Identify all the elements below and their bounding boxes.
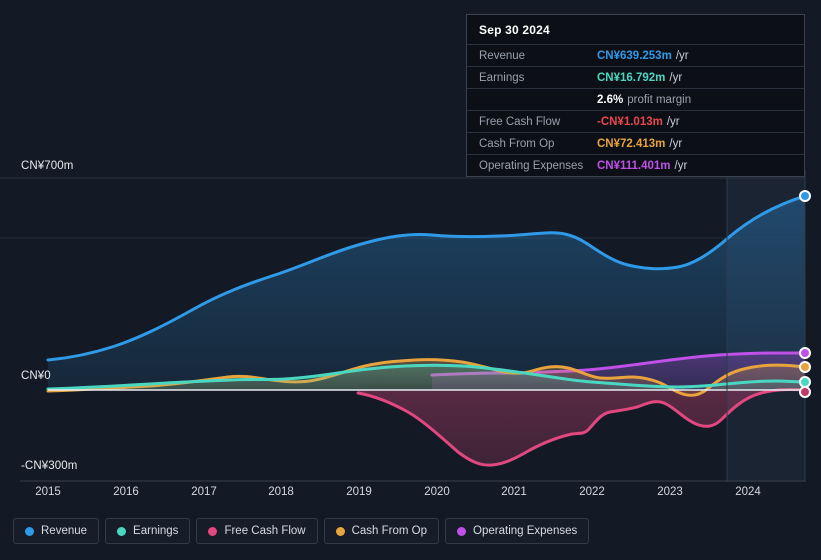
tooltip-unit-cash-from-op: /yr xyxy=(669,137,683,150)
endpoint-marker-cash-from-op[interactable] xyxy=(799,361,811,373)
tooltip-row-profit-margin: 2.6% profit margin xyxy=(467,88,804,110)
tooltip-row-operating-expenses: Operating Expenses CN¥111.401m /yr xyxy=(467,154,804,176)
tooltip-label-cash-from-op: Cash From Op xyxy=(479,137,555,150)
x-axis-label-2022: 2022 xyxy=(579,486,605,498)
tooltip-label-free-cash-flow: Free Cash Flow xyxy=(479,115,561,128)
tooltip-value-free-cash-flow: -CN¥1.013m xyxy=(597,115,663,128)
series-line-revenue xyxy=(46,194,805,362)
tooltip-value-revenue: CN¥639.253m xyxy=(597,49,672,62)
x-axis-label-2023: 2023 xyxy=(657,486,683,498)
tooltip-unit-operating-expenses: /yr xyxy=(674,159,688,172)
tooltip-row-cash-from-op: Cash From Op CN¥72.413m /yr xyxy=(467,132,804,154)
tooltip-unit-earnings: /yr xyxy=(669,71,683,84)
tooltip-date: Sep 30 2024 xyxy=(479,23,550,37)
legend-label-revenue: Revenue xyxy=(41,525,88,537)
tooltip-value-profit-margin: 2.6% xyxy=(597,93,624,106)
legend-label-free-cash-flow: Free Cash Flow xyxy=(224,525,306,537)
endpoint-marker-revenue[interactable] xyxy=(799,190,811,202)
legend-item-revenue[interactable]: Revenue xyxy=(13,518,100,544)
legend-item-cash-from-op[interactable]: Cash From Op xyxy=(323,518,440,544)
endpoint-marker-free-cash-flow[interactable] xyxy=(799,386,811,398)
tooltip-value-cash-from-op: CN¥72.413m xyxy=(597,137,666,150)
series-area-free-cash-flow xyxy=(358,389,805,466)
tooltip-row-earnings: Earnings CN¥16.792m /yr xyxy=(467,66,804,88)
tooltip-value-earnings: CN¥16.792m xyxy=(597,71,666,84)
legend-label-cash-from-op: Cash From Op xyxy=(351,525,428,537)
endpoint-marker-earnings[interactable] xyxy=(799,376,811,388)
tooltip-value-operating-expenses: CN¥111.401m xyxy=(597,159,671,172)
x-axis-label-2015: 2015 xyxy=(35,486,61,498)
legend-item-free-cash-flow[interactable]: Free Cash Flow xyxy=(196,518,318,544)
tooltip-label-profit-margin: profit margin xyxy=(627,93,692,106)
legend-dot-icon-cash-from-op xyxy=(335,526,345,536)
legend-item-operating-expenses[interactable]: Operating Expenses xyxy=(445,518,590,544)
tooltip-row-free-cash-flow: Free Cash Flow -CN¥1.013m /yr xyxy=(467,110,804,132)
x-axis-label-2019: 2019 xyxy=(346,486,372,498)
x-axis-label-2021: 2021 xyxy=(501,486,527,498)
data-tooltip: Sep 30 2024 Revenue CN¥639.253m /yr Earn… xyxy=(466,14,805,177)
tooltip-unit-revenue: /yr xyxy=(675,49,689,62)
series-line-earnings xyxy=(46,363,805,391)
legend-dot-icon-earnings xyxy=(117,526,127,536)
chart-legend: Revenue Earnings Free Cash Flow Cash Fro… xyxy=(13,518,590,544)
legend-dot-icon-revenue xyxy=(25,526,34,536)
x-axis-label-2017: 2017 xyxy=(191,486,217,498)
chart-svg xyxy=(0,170,811,482)
x-axis-label-2020: 2020 xyxy=(424,486,450,498)
series-area-revenue xyxy=(48,196,805,390)
legend-dot-icon-operating-expenses xyxy=(457,526,467,536)
x-axis-label-2024: 2024 xyxy=(735,486,761,498)
legend-dot-icon-free-cash-flow xyxy=(208,526,218,536)
plot-area: CN¥700m CN¥0 -CN¥300m 2015 2016 2017 201… xyxy=(0,160,811,498)
series-line-free-cash-flow xyxy=(356,388,805,467)
tooltip-label-revenue: Revenue xyxy=(479,49,526,62)
x-axis-label-2018: 2018 xyxy=(268,486,294,498)
tooltip-row-revenue: Revenue CN¥639.253m /yr xyxy=(467,44,804,66)
legend-label-operating-expenses: Operating Expenses xyxy=(473,525,578,537)
x-axis-label-2016: 2016 xyxy=(113,486,139,498)
tooltip-label-operating-expenses: Operating Expenses xyxy=(479,159,584,172)
endpoint-marker-operating-expenses[interactable] xyxy=(799,347,811,359)
tooltip-label-earnings: Earnings xyxy=(479,71,525,84)
legend-item-earnings[interactable]: Earnings xyxy=(105,518,191,544)
legend-label-earnings: Earnings xyxy=(133,525,179,537)
tooltip-unit-free-cash-flow: /yr xyxy=(666,115,680,128)
